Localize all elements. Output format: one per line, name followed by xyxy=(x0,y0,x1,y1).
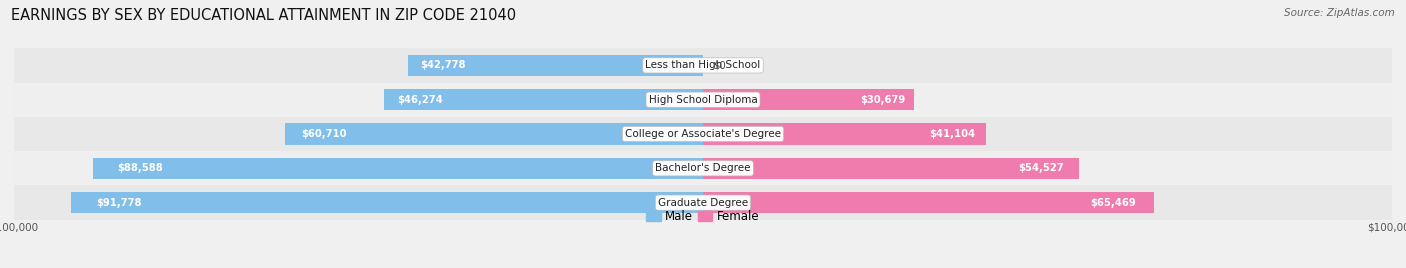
Text: $42,778: $42,778 xyxy=(420,60,465,70)
Bar xyxy=(703,192,1154,213)
Text: $88,588: $88,588 xyxy=(117,163,163,173)
Text: Graduate Degree: Graduate Degree xyxy=(658,198,748,208)
Text: Source: ZipAtlas.com: Source: ZipAtlas.com xyxy=(1284,8,1395,18)
Text: $46,274: $46,274 xyxy=(396,95,443,105)
Text: Bachelor's Degree: Bachelor's Degree xyxy=(655,163,751,173)
Bar xyxy=(93,158,703,179)
Text: Less than High School: Less than High School xyxy=(645,60,761,70)
Bar xyxy=(285,123,703,145)
Bar xyxy=(14,117,1392,151)
Bar xyxy=(408,55,703,76)
Bar xyxy=(14,83,1392,117)
Bar xyxy=(703,123,986,145)
Text: $91,778: $91,778 xyxy=(96,198,142,208)
Text: $54,527: $54,527 xyxy=(1018,163,1063,173)
Text: EARNINGS BY SEX BY EDUCATIONAL ATTAINMENT IN ZIP CODE 21040: EARNINGS BY SEX BY EDUCATIONAL ATTAINMEN… xyxy=(11,8,516,23)
Text: College or Associate's Degree: College or Associate's Degree xyxy=(626,129,780,139)
Text: $30,679: $30,679 xyxy=(860,95,905,105)
Text: $0: $0 xyxy=(713,60,725,70)
Bar xyxy=(14,151,1392,185)
Bar xyxy=(703,89,914,110)
Text: $65,469: $65,469 xyxy=(1090,198,1136,208)
Text: $41,104: $41,104 xyxy=(929,129,974,139)
Bar xyxy=(384,89,703,110)
Bar xyxy=(14,48,1392,83)
Bar xyxy=(14,185,1392,220)
Legend: Male, Female: Male, Female xyxy=(641,205,765,228)
Bar xyxy=(70,192,703,213)
Text: High School Diploma: High School Diploma xyxy=(648,95,758,105)
Text: $60,710: $60,710 xyxy=(301,129,347,139)
Bar xyxy=(703,158,1078,179)
